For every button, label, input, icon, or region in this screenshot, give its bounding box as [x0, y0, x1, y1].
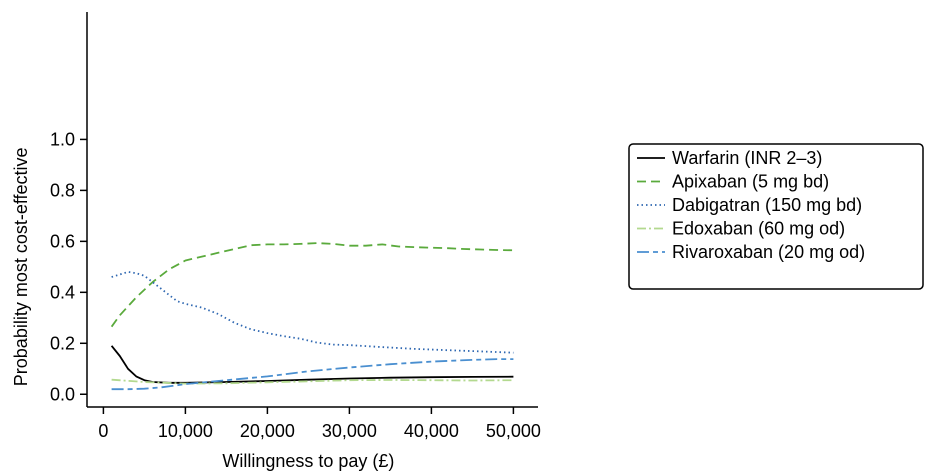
series-line-1	[110, 242, 514, 328]
series-line-4	[111, 358, 514, 391]
axes: 0.0 0.2 0.4 0.6 0.8 1.0 0 10,000 20,000 30,000 40…	[50, 12, 541, 441]
x-tick-label: 50,000	[486, 421, 541, 441]
legend-label-2: Dabigatran (150 mg bd)	[672, 195, 862, 215]
y-tick-label: 0.8	[50, 180, 75, 200]
legend-label-0: Warfarin (INR 2–3)	[672, 148, 822, 168]
x-tick-label: 40,000	[404, 421, 459, 441]
series-line-0	[110, 345, 514, 384]
legend-label-1: Apixaban (5 mg bd)	[672, 172, 829, 192]
y-tick-label: 0.4	[50, 282, 75, 302]
legend: Warfarin (INR 2–3) Apixaban (5 mg bd) Dabi…	[628, 143, 924, 290]
legend-label-3: Edoxaban (60 mg od)	[672, 219, 845, 239]
y-axis-title: Probability most cost-effective	[11, 147, 31, 386]
x-tick-label: 10,000	[158, 421, 213, 441]
x-axis-title: Willingness to pay (£)	[222, 451, 394, 471]
legend-box	[628, 143, 924, 290]
y-ticks: 0.0 0.2 0.4 0.6 0.8 1.0	[50, 129, 87, 404]
series-line-2	[111, 270, 514, 354]
x-tick-label: 30,000	[322, 421, 377, 441]
y-tick-label: 0.2	[50, 333, 75, 353]
y-tick-label: 1.0	[50, 129, 75, 149]
x-tick-label: 20,000	[240, 421, 295, 441]
legend-label-4: Rivaroxaban (20 mg od)	[672, 242, 865, 262]
y-tick-label: 0.0	[50, 384, 75, 404]
x-tick-label: 0	[98, 421, 108, 441]
y-tick-label: 0.6	[50, 231, 75, 251]
plot-lines	[110, 242, 514, 391]
x-ticks: 0 10,000 20,000 30,000 40,000 50,000	[98, 407, 541, 441]
